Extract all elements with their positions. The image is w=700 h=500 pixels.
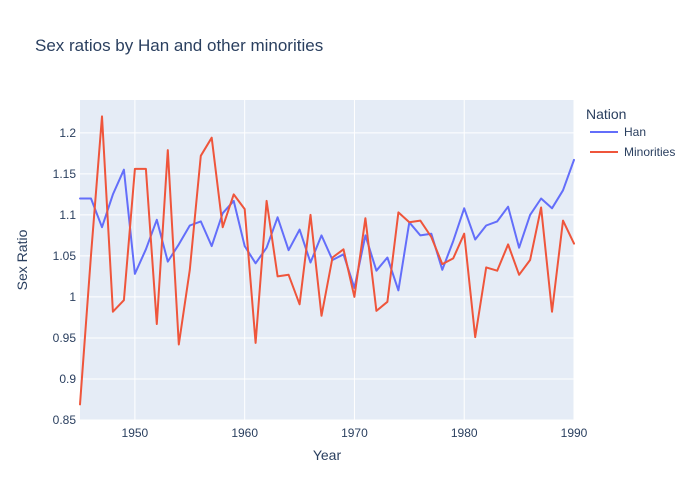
y-tick-label: 1.15	[53, 167, 77, 181]
legend-label-minorities: Minorities	[624, 145, 675, 159]
y-tick-label: 1.05	[53, 249, 77, 263]
series-lines	[79, 115, 575, 406]
legend-label-han: Han	[624, 125, 646, 139]
x-axis-ticks: 1950 1960 1970 1980 1990	[122, 426, 588, 440]
legend-item-minorities[interactable]: Minorities	[590, 145, 675, 159]
chart-title: Sex ratios by Han and other minorities	[35, 36, 323, 55]
x-axis-title: Year	[313, 447, 342, 463]
y-axis-ticks: 0.85 0.9 0.95 1 1.05 1.1 1.15 1.2	[53, 126, 77, 427]
x-tick-label: 1990	[561, 426, 588, 440]
y-tick-label: 0.95	[53, 331, 77, 345]
x-tick-label: 1970	[341, 426, 368, 440]
plot-background	[80, 100, 574, 420]
grid-lines	[80, 100, 575, 421]
y-tick-label: 1.2	[59, 126, 76, 140]
legend-title: Nation	[586, 106, 626, 122]
y-tick-label: 0.85	[53, 413, 77, 427]
y-axis-title: Sex Ratio	[14, 229, 30, 290]
x-tick-label: 1980	[451, 426, 478, 440]
legend: Nation Han Minorities	[586, 106, 675, 159]
y-tick-label: 0.9	[59, 372, 76, 386]
series-line-minorities[interactable]	[79, 115, 575, 406]
y-tick-label: 1.1	[59, 208, 76, 222]
legend-item-han[interactable]: Han	[590, 125, 646, 139]
x-tick-label: 1960	[231, 426, 258, 440]
y-tick-label: 1	[69, 290, 76, 304]
x-tick-label: 1950	[122, 426, 149, 440]
